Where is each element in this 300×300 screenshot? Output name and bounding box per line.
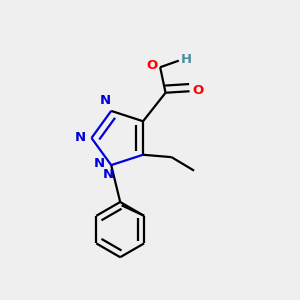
Text: N: N <box>74 131 86 144</box>
Text: H: H <box>181 53 192 66</box>
Text: N: N <box>94 157 105 170</box>
Text: N: N <box>103 168 114 181</box>
Text: N: N <box>100 94 111 107</box>
Text: O: O <box>192 84 204 97</box>
Text: O: O <box>146 59 158 72</box>
